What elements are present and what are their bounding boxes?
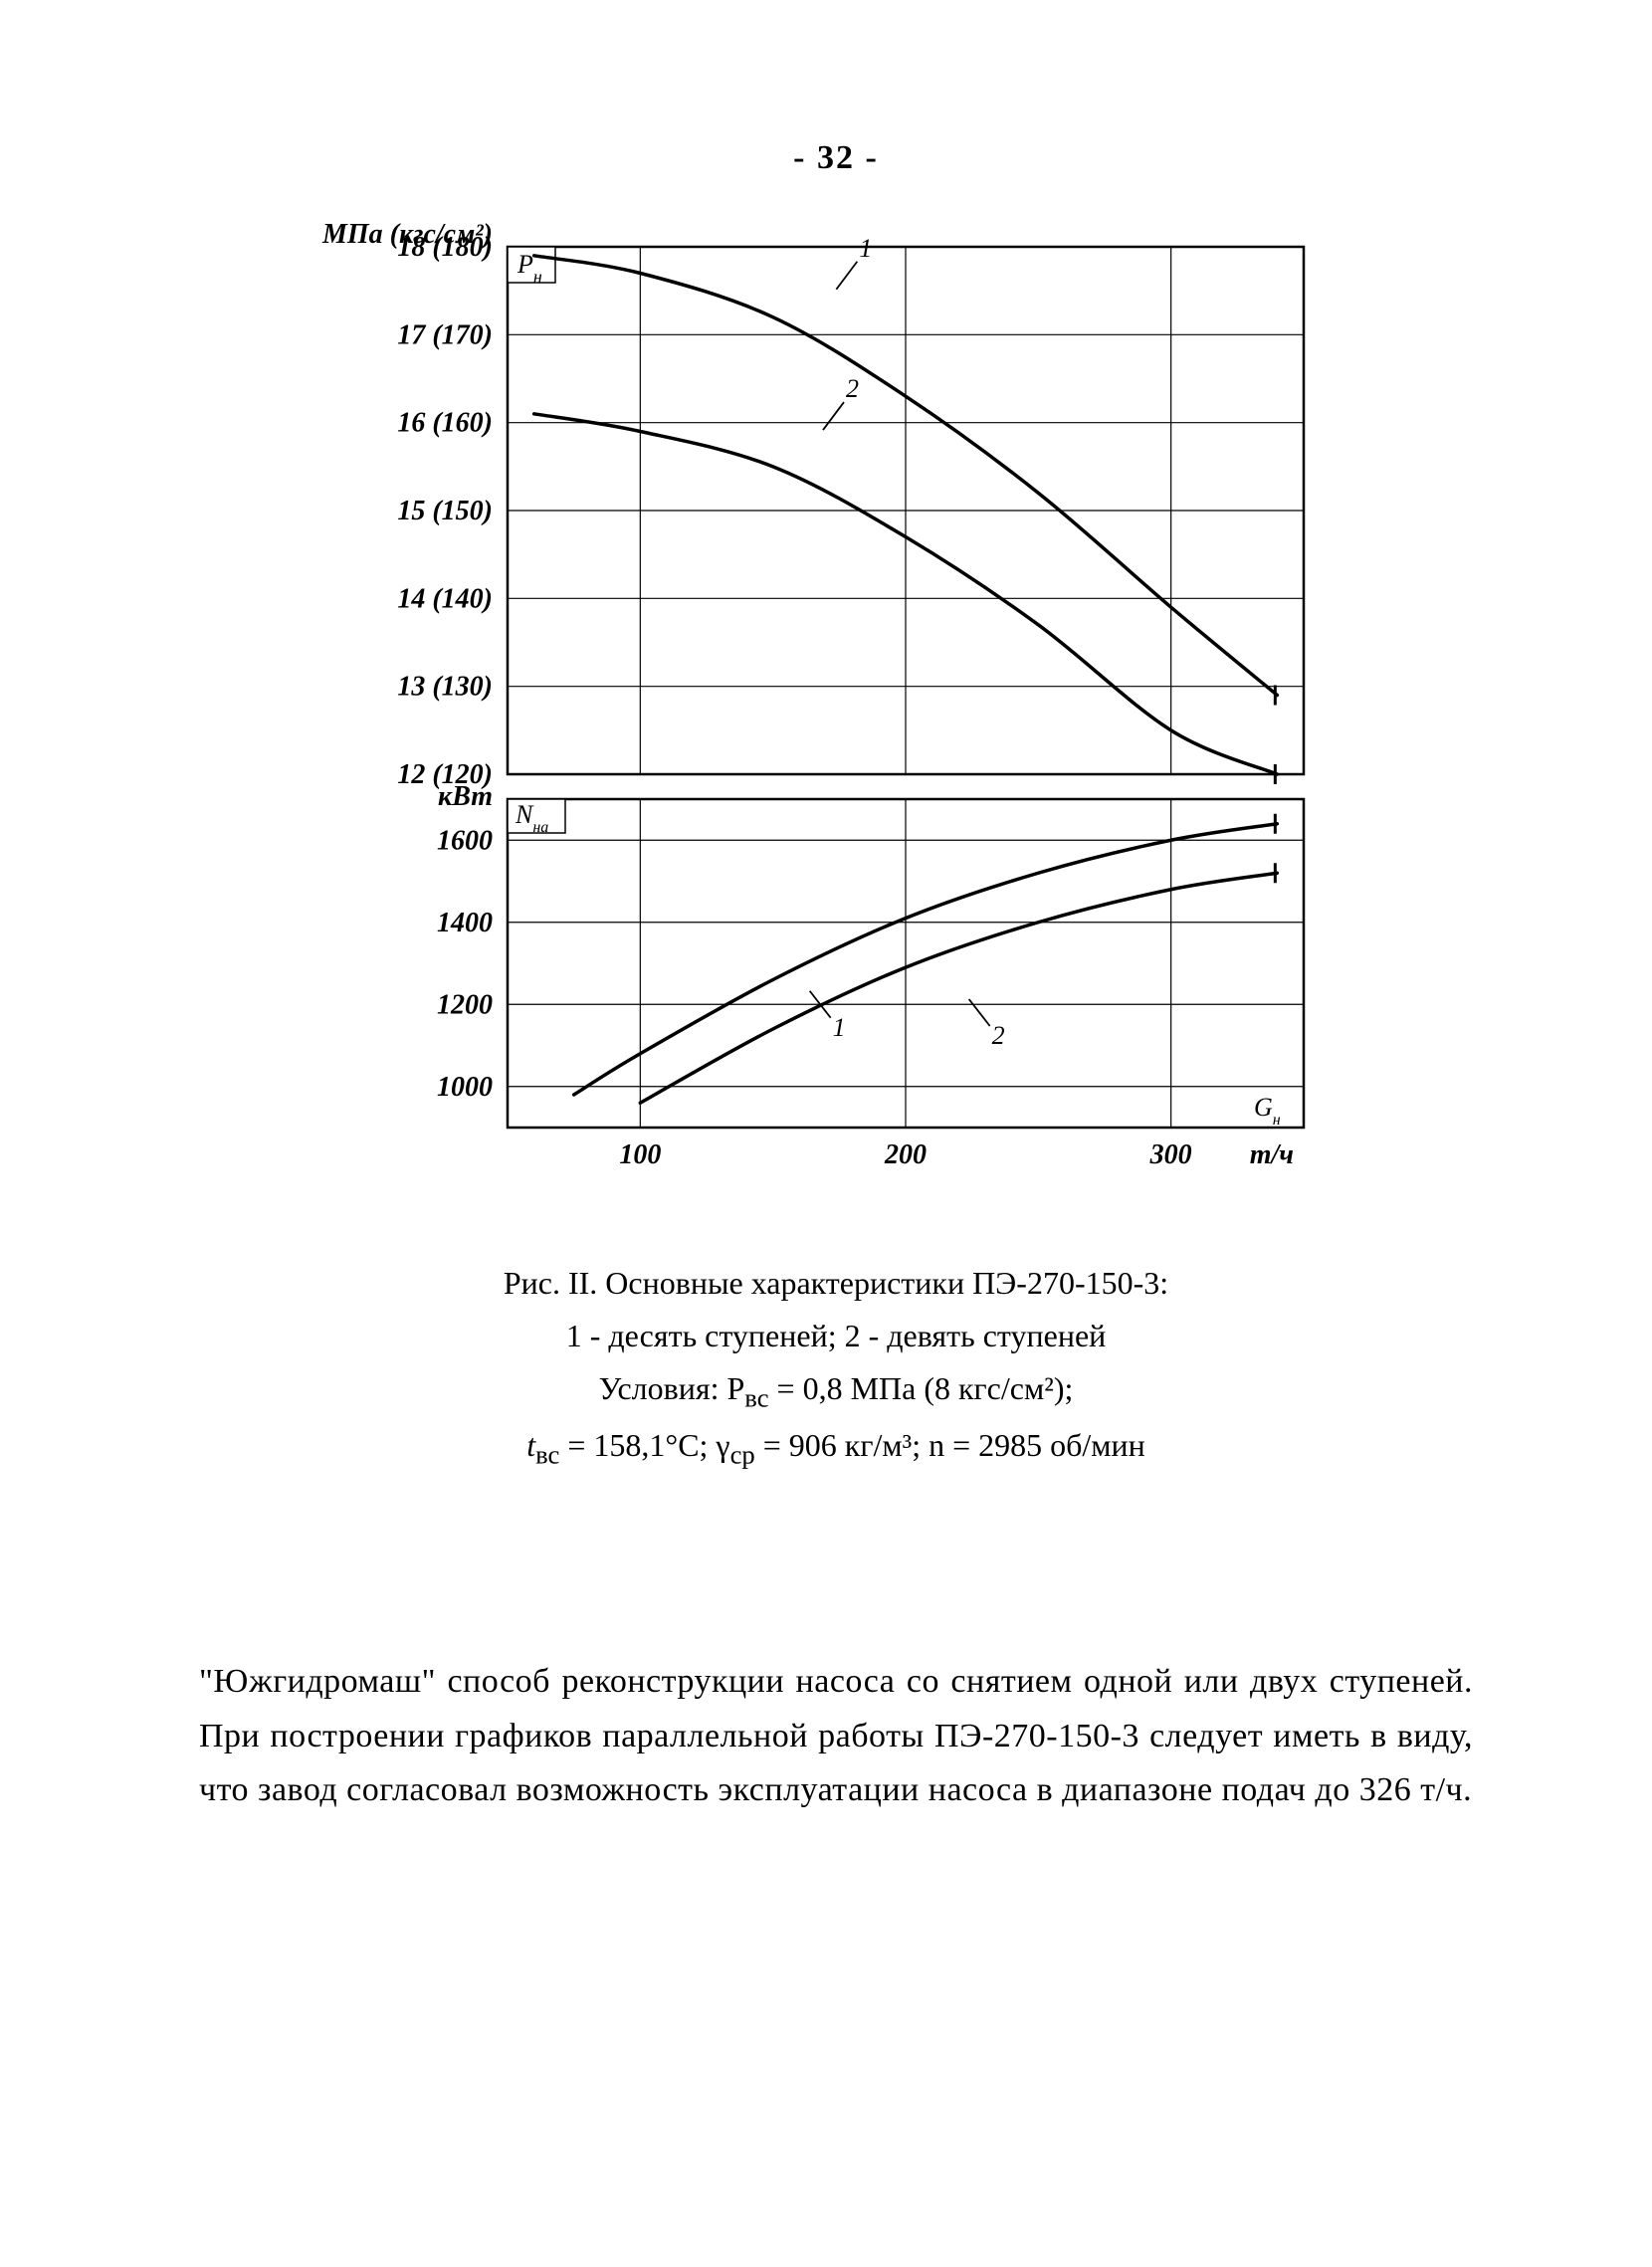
svg-text:14 (140): 14 (140) bbox=[397, 583, 493, 614]
svg-text:1000: 1000 bbox=[437, 1072, 493, 1103]
svg-text:100: 100 bbox=[619, 1139, 661, 1170]
svg-text:15 (150): 15 (150) bbox=[397, 496, 493, 526]
figure-caption: Рис. II. Основные характеристики ПЭ-270-… bbox=[239, 1257, 1433, 1476]
body-paragraph: "Южгидромаш" способ реконструкции насоса… bbox=[199, 1655, 1473, 1817]
svg-text:кВт: кВт bbox=[438, 781, 493, 812]
svg-text:т/ч: т/ч bbox=[1250, 1139, 1294, 1170]
pump-characteristics-chart: 12 (120)13 (130)14 (140)15 (150)16 (160)… bbox=[289, 217, 1383, 1212]
svg-text:2: 2 bbox=[846, 374, 859, 403]
caption-line-1: Рис. II. Основные характеристики ПЭ-270-… bbox=[239, 1257, 1433, 1310]
caption-line-2: 1 - десять ступеней; 2 - девять ступеней bbox=[239, 1310, 1433, 1362]
chart-container: 12 (120)13 (130)14 (140)15 (150)16 (160)… bbox=[289, 217, 1383, 1217]
svg-text:МПа (кгс/см²): МПа (кгс/см²) bbox=[321, 219, 493, 250]
svg-text:1400: 1400 bbox=[437, 908, 493, 938]
svg-text:300: 300 bbox=[1149, 1139, 1192, 1170]
svg-text:Gн: Gн bbox=[1254, 1093, 1281, 1129]
svg-text:13 (130): 13 (130) bbox=[397, 672, 493, 703]
page-number: - 32 - bbox=[199, 139, 1473, 177]
svg-text:200: 200 bbox=[884, 1139, 927, 1170]
svg-text:1: 1 bbox=[833, 1013, 846, 1042]
svg-text:2: 2 bbox=[992, 1021, 1005, 1050]
svg-text:16 (160): 16 (160) bbox=[397, 408, 493, 439]
caption-line-3: Условия: Pвс = 0,8 МПа (8 кгс/см²); bbox=[239, 1362, 1433, 1419]
caption-line-4: tвс = 158,1°C; γср = 906 кг/м³; n = 2985… bbox=[239, 1419, 1433, 1476]
svg-text:1200: 1200 bbox=[437, 989, 493, 1020]
svg-text:1: 1 bbox=[859, 234, 872, 263]
svg-text:1600: 1600 bbox=[437, 825, 493, 856]
svg-text:17 (170): 17 (170) bbox=[397, 319, 493, 350]
page: - 32 - 12 (120)13 (130)14 (140)15 (150)1… bbox=[0, 0, 1652, 2267]
